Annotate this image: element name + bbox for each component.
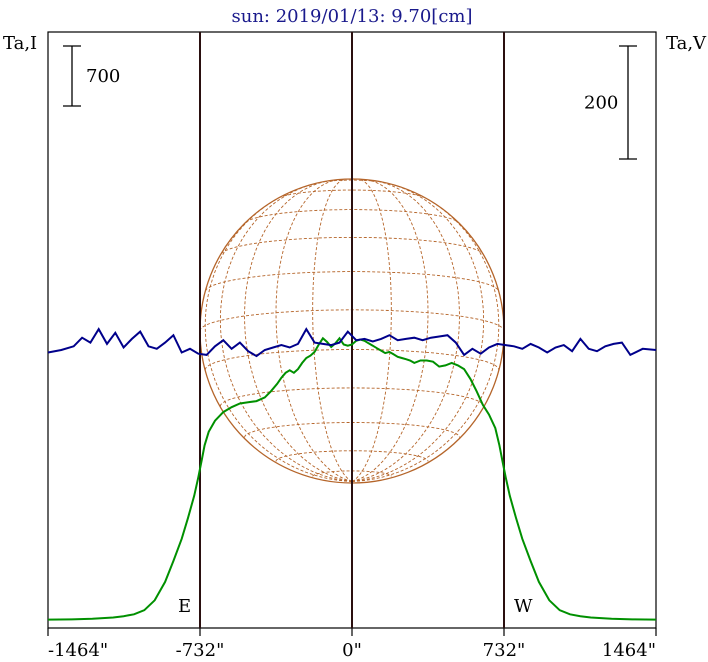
disk-meridian-0	[204, 197, 353, 482]
x-tick-label-3: 732"	[483, 640, 526, 661]
chart-title: sun: 2019/01/13: 9.70[cm]	[231, 6, 472, 27]
disk-meridian-3	[275, 179, 353, 482]
disk-meridian-8	[351, 180, 460, 482]
disk-parallel-7	[220, 236, 484, 255]
x-tick-label-2: 0"	[342, 640, 362, 661]
disk-parallel-1	[275, 450, 429, 462]
x-tick-label-4: 1464"	[602, 640, 656, 661]
disk-meridian-4	[312, 178, 353, 482]
limb-label-W: W	[514, 596, 533, 617]
disk-meridian-2	[244, 180, 353, 482]
disk-parallel-9	[278, 189, 426, 199]
disk-meridian-6	[351, 178, 392, 482]
limb-label-E: E	[178, 596, 191, 617]
right-axis-label: Ta,V	[666, 33, 707, 54]
disk-meridian-10	[351, 197, 500, 482]
left-axis-label: Ta,I	[3, 33, 37, 54]
x-tick-label-0: -1464"	[48, 640, 108, 661]
scale-bar-left-label: 700	[86, 66, 120, 87]
series-line-V	[47, 327, 657, 358]
scale-bar-right-label: 200	[584, 93, 618, 114]
disk-meridian-1	[219, 184, 353, 482]
disk-meridian-7	[351, 179, 429, 482]
series-line-I	[47, 336, 657, 621]
x-tick-label-1: -732"	[176, 640, 225, 661]
